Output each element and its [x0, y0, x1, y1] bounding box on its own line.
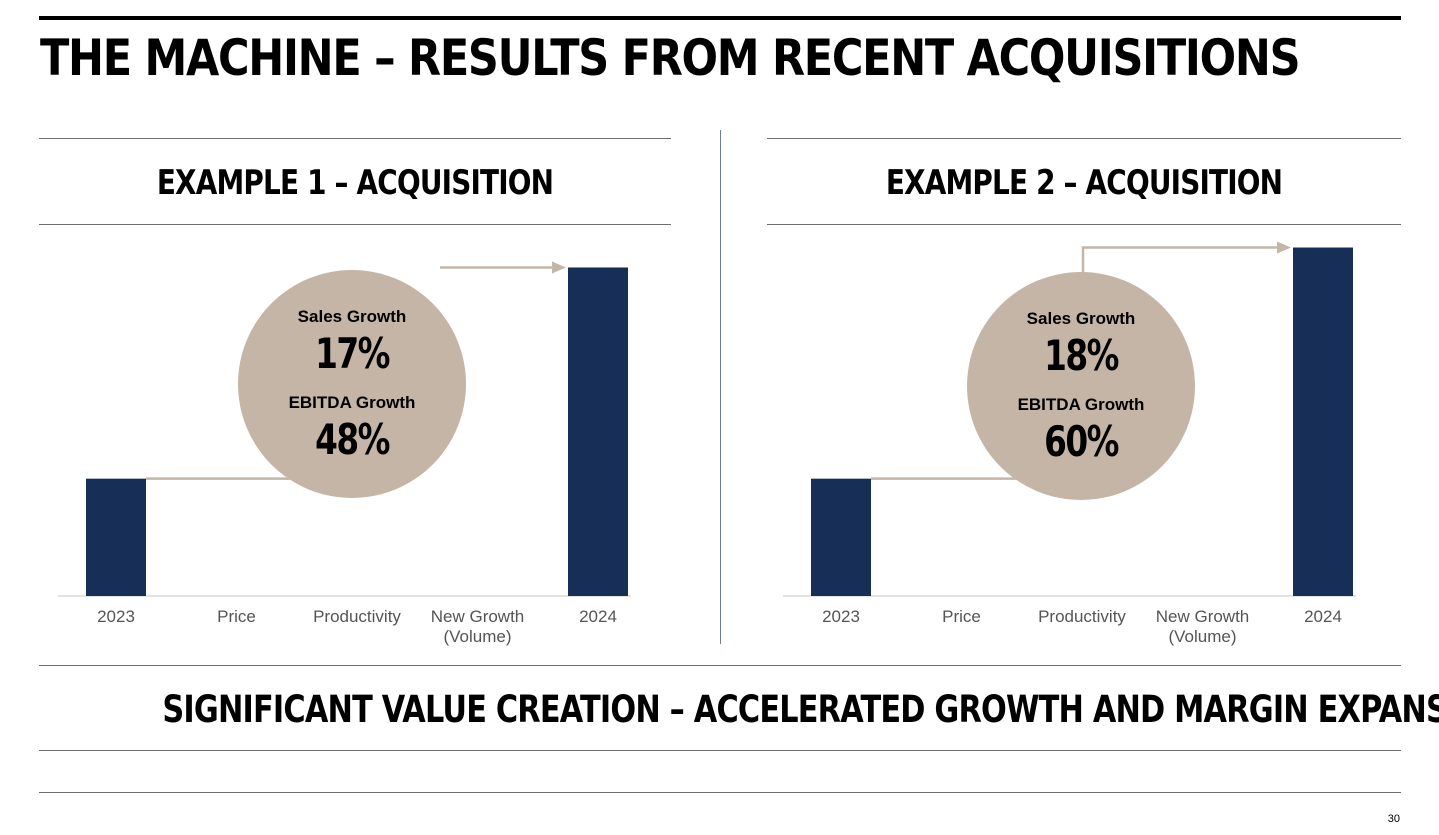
sales-growth-value: 17% [315, 329, 390, 378]
arrowhead-icon [552, 261, 566, 274]
footer-title: SIGNIFICANT VALUE CREATION – ACCELERATED… [162, 688, 1439, 731]
tick-label-2023: 2023 [822, 607, 860, 626]
arrowhead-icon [1277, 241, 1291, 254]
sales-growth-label: Sales Growth [1027, 309, 1136, 328]
sales-growth-value: 18% [1044, 331, 1119, 380]
panel-1-title: EXAMPLE 1 – ACQUISITION [156, 163, 554, 203]
tick-label-new-growth-volume-: New Growth (Volume) [1156, 607, 1250, 646]
panel-1-bottom-rule [39, 224, 671, 225]
ebitda-growth-value: 60% [1044, 417, 1119, 466]
ebitda-growth-value: 48% [315, 415, 390, 464]
panel-2-bottom-rule [767, 224, 1401, 225]
growth-circle [967, 272, 1195, 500]
growth-circle [238, 270, 466, 498]
top-rule [39, 16, 1401, 20]
sales-growth-label: Sales Growth [298, 307, 407, 326]
footer-top-rule [39, 665, 1401, 666]
connector-line-right [1081, 246, 1277, 278]
footer-bottom-rule [39, 750, 1401, 751]
example-1-chart: Sales Growth 17% EBITDA Growth 48% 2023 Price… [58, 261, 631, 646]
bar-2023 [811, 478, 871, 596]
page-bottom-rule [39, 792, 1401, 793]
tick-label-2024: 2024 [579, 607, 617, 626]
tick-label-2024: 2024 [1304, 607, 1342, 626]
tick-label-productivity: Productivity [1038, 607, 1126, 626]
tick-label-price: Price [942, 607, 981, 626]
ebitda-growth-label: EBITDA Growth [289, 393, 416, 412]
page-number: 30 [1387, 813, 1400, 825]
panel-divider [720, 130, 721, 644]
panel-2-title: EXAMPLE 2 – ACQUISITION [885, 163, 1283, 203]
panel-1-top-rule [39, 138, 671, 139]
page-title: THE MACHINE – RESULTS FROM RECENT ACQUIS… [40, 29, 1301, 87]
example-2-chart: Sales Growth 18% EBITDA Growth 60% 2023 Price… [783, 241, 1356, 646]
ebitda-growth-label: EBITDA Growth [1018, 395, 1145, 414]
tick-label-productivity: Productivity [313, 607, 401, 626]
bar-2024 [568, 267, 628, 596]
tick-label-2023: 2023 [97, 607, 135, 626]
tick-label-new-growth-volume-: New Growth (Volume) [431, 607, 525, 646]
bar-2024 [1293, 247, 1353, 596]
tick-label-price: Price [217, 607, 256, 626]
bar-2023 [86, 478, 146, 596]
panel-2-top-rule [767, 138, 1401, 139]
